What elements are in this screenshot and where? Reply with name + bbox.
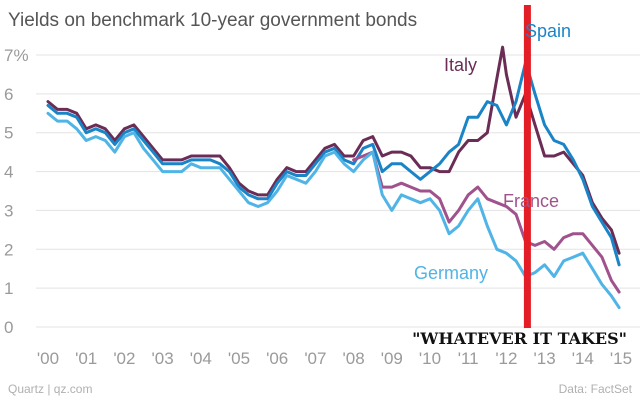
x-tick-label: '01 <box>75 349 97 368</box>
x-tick-label: '03 <box>152 349 174 368</box>
x-tick-label: '02 <box>113 349 135 368</box>
whatever-it-takes-label: "WHATEVER IT TAKES" <box>412 329 627 348</box>
whatever-it-takes-line <box>523 5 531 328</box>
x-tick-label: '06 <box>266 349 288 368</box>
y-tick-label: 6 <box>4 85 13 104</box>
x-tick-label: '04 <box>190 349 212 368</box>
x-tick-label: '11 <box>458 349 479 368</box>
series-lines <box>46 45 621 310</box>
y-tick-label: 4 <box>4 163 13 182</box>
y-tick-label: 7% <box>4 46 29 65</box>
footer-source-left: Quartz | qz.com <box>8 382 92 396</box>
series-line-france <box>352 150 621 294</box>
series-line-spain <box>46 61 621 267</box>
x-tick-label: '00 <box>37 349 59 368</box>
series-label-spain: Spain <box>525 21 571 41</box>
x-axis-ticks: '00 '01 '02 '03 '04 '05 '06 '07 '08 '09 '10 '11 '12 '… <box>37 349 632 368</box>
footer-source-right: Data: FactSet <box>559 382 633 396</box>
y-tick-label: 0 <box>4 318 13 337</box>
y-tick-label: 5 <box>4 124 13 143</box>
x-tick-label: '15 <box>610 349 632 368</box>
x-tick-label: '10 <box>419 349 441 368</box>
x-tick-label: '14 <box>572 349 594 368</box>
x-tick-label: '13 <box>534 349 556 368</box>
series-label-italy: Italy <box>444 55 477 75</box>
x-tick-label: '07 <box>304 349 326 368</box>
series-label-germany: Germany <box>414 263 488 283</box>
y-tick-label: 2 <box>4 240 13 259</box>
annotation: "WHATEVER IT TAKES" <box>412 5 627 348</box>
series-labels: Italy Spain France Germany <box>414 21 571 283</box>
x-tick-label: '05 <box>228 349 250 368</box>
series-label-france: France <box>503 191 559 211</box>
y-axis-ticks: 0 1 2 3 4 5 6 7% <box>4 46 29 337</box>
x-tick-label: '12 <box>495 349 517 368</box>
y-tick-label: 1 <box>4 279 13 298</box>
chart-title: Yields on benchmark 10-year government b… <box>8 10 417 31</box>
y-tick-label: 3 <box>4 201 13 220</box>
x-tick-label: '09 <box>381 349 403 368</box>
x-tick-label: '08 <box>343 349 365 368</box>
